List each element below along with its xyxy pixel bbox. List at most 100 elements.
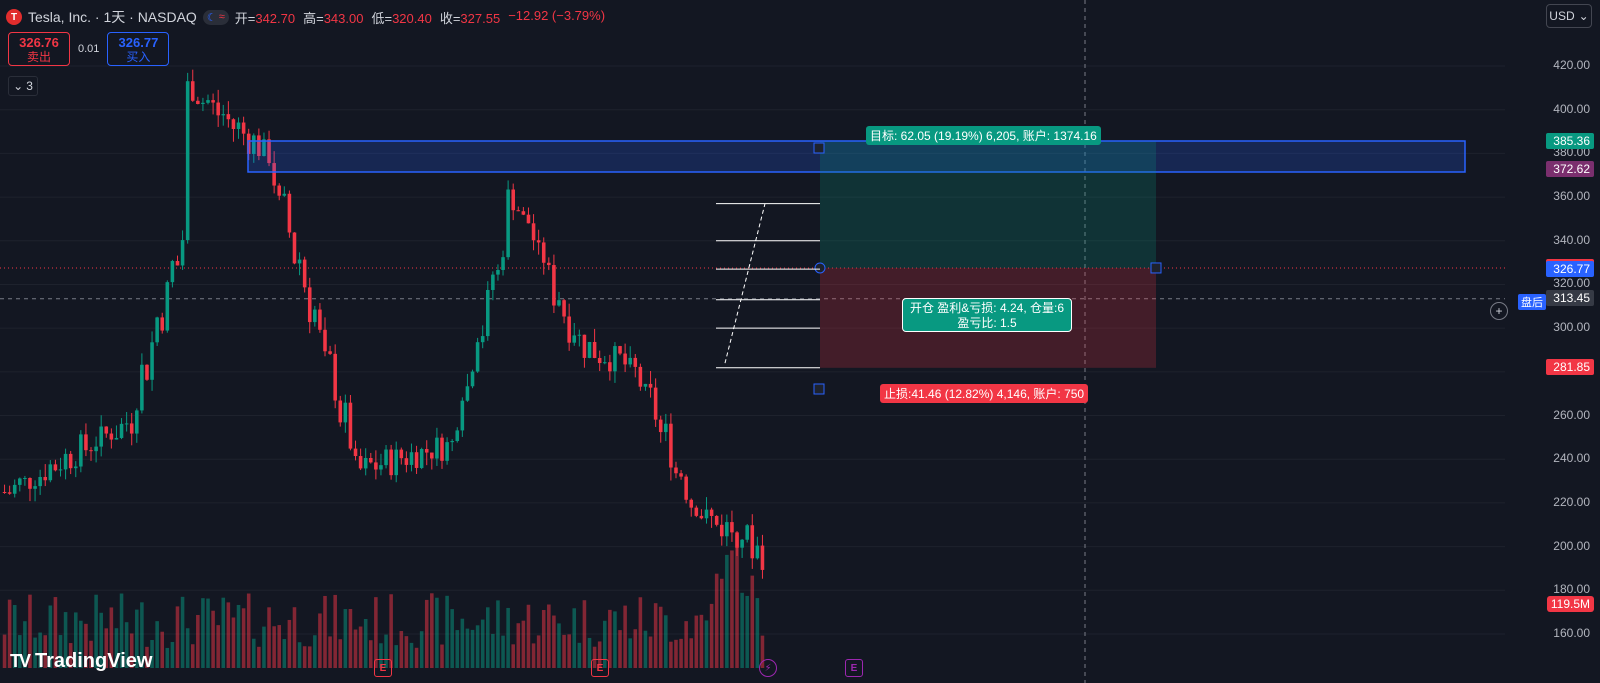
- candle-body: [669, 423, 673, 468]
- price-tag: 385.36: [1546, 132, 1594, 149]
- candle-body: [369, 457, 373, 463]
- indicators-collapse-button[interactable]: ⌄ 3: [8, 76, 38, 96]
- candle-body: [135, 410, 139, 434]
- candle-body: [480, 336, 485, 343]
- candle-body: [206, 100, 210, 103]
- stop-handle: [813, 383, 825, 395]
- volume-bar: [404, 636, 409, 668]
- candle-body: [358, 456, 363, 469]
- volume-bar: [58, 635, 63, 668]
- volume-bar: [272, 626, 276, 668]
- candle-body: [516, 210, 521, 212]
- earnings-event-icon[interactable]: E: [845, 659, 863, 677]
- volume-bar: [185, 628, 190, 668]
- tradingview-mark-icon: TV: [10, 651, 31, 671]
- volume-bar: [567, 634, 571, 668]
- volume-bar: [374, 597, 378, 668]
- volume-bar: [33, 637, 37, 668]
- session-mode[interactable]: ☾ ≈: [202, 9, 229, 25]
- candle-body: [745, 525, 749, 540]
- symbol-header[interactable]: T Tesla, Inc. · 1天 · NASDAQ ☾ ≈ 开=342.70…: [6, 6, 605, 28]
- ohlc-values: 开=342.70 高=343.00 低=320.40 收=327.55 −12.…: [234, 7, 606, 26]
- volume-bar: [689, 638, 694, 668]
- buy-button[interactable]: 326.77 买入: [107, 32, 170, 66]
- candle-body: [511, 189, 515, 211]
- volume-bar: [318, 613, 322, 668]
- volume-bar: [485, 607, 490, 668]
- candle-body: [307, 287, 312, 323]
- trend-dashed-line: [724, 203, 766, 364]
- symbol-title[interactable]: Tesla, Inc. · 1天 · NASDAQ: [28, 9, 197, 25]
- candle-body: [750, 525, 755, 559]
- stop-label[interactable]: 止损:41.46 (12.82%) 4,146, 账户: 750: [880, 384, 1089, 403]
- volume-bar: [302, 646, 307, 668]
- volume-bar: [206, 598, 210, 668]
- volume-bar: [501, 635, 505, 668]
- volume-bar: [323, 595, 327, 668]
- candle-body: [501, 257, 505, 271]
- candle-body: [592, 341, 597, 358]
- candle-body: [211, 100, 215, 103]
- candle-body: [740, 539, 744, 548]
- candle-body: [389, 449, 393, 476]
- volume-bar: [414, 647, 419, 668]
- price-axis-tick: 380.00: [1553, 145, 1590, 160]
- candle-body: [109, 433, 114, 440]
- volume-bar: [664, 615, 668, 668]
- candle-body: [272, 163, 276, 186]
- volume-bar: [653, 603, 658, 668]
- volume-bar: [735, 535, 739, 668]
- volume-bar: [679, 638, 683, 668]
- volume-bar: [623, 605, 627, 668]
- earnings-event-icon[interactable]: E: [591, 659, 609, 677]
- candle-body: [287, 193, 292, 233]
- price-tag: 326.77: [1546, 260, 1594, 277]
- earnings-event-icon[interactable]: E: [374, 659, 392, 677]
- candle-body: [536, 240, 541, 243]
- candle-body: [379, 465, 383, 470]
- candle-body: [394, 449, 398, 476]
- volume-bar: [541, 610, 546, 668]
- volume-bar: [552, 615, 556, 668]
- candle-body: [129, 423, 134, 434]
- candle-body: [99, 426, 103, 447]
- candle-body: [363, 457, 368, 469]
- candle-body: [231, 119, 236, 129]
- volume-bar: [89, 640, 93, 668]
- volume-bar: [28, 594, 32, 668]
- price-tag: 313.45: [1546, 289, 1594, 306]
- volume-bar: [450, 609, 454, 668]
- volume-bar: [648, 636, 653, 668]
- candle-body: [613, 346, 617, 372]
- sell-button[interactable]: 326.76 卖出: [8, 32, 70, 66]
- volume-bar: [745, 595, 749, 668]
- target-label[interactable]: 目标: 62.05 (19.19%) 6,205, 账户: 1374.16: [866, 126, 1101, 145]
- volume-bar: [536, 635, 541, 668]
- candle-body: [475, 342, 480, 372]
- candle-body: [526, 214, 531, 224]
- volume-bar: [129, 633, 134, 668]
- candle-body: [602, 362, 607, 364]
- volume-bar: [287, 619, 292, 668]
- position-summary-label[interactable]: 开仓 盈利&亏损: 4.24, 仓量:6 盈亏比: 1.5: [902, 298, 1072, 332]
- volume-bar: [333, 594, 337, 668]
- candle-body: [562, 300, 566, 317]
- candle-body: [28, 478, 32, 489]
- volume-bar: [48, 605, 53, 668]
- candle-body: [348, 402, 353, 449]
- candle-body: [53, 464, 58, 471]
- dividend-event-icon[interactable]: ⚡: [759, 659, 777, 677]
- add-plus-icon[interactable]: +: [1490, 302, 1508, 320]
- candle-body: [491, 274, 495, 290]
- volume-bar: [180, 596, 185, 668]
- volume-bar: [160, 631, 165, 668]
- currency-select[interactable]: USD ⌄: [1546, 4, 1592, 28]
- chevron-down-icon: ⌄: [13, 79, 24, 93]
- candle-body: [252, 135, 256, 154]
- volume-bar: [2, 634, 7, 668]
- volume-bar: [608, 609, 612, 668]
- candle-body: [470, 371, 475, 387]
- volume-bar: [68, 643, 73, 668]
- candle-body: [68, 453, 73, 469]
- volume-bar: [241, 608, 246, 668]
